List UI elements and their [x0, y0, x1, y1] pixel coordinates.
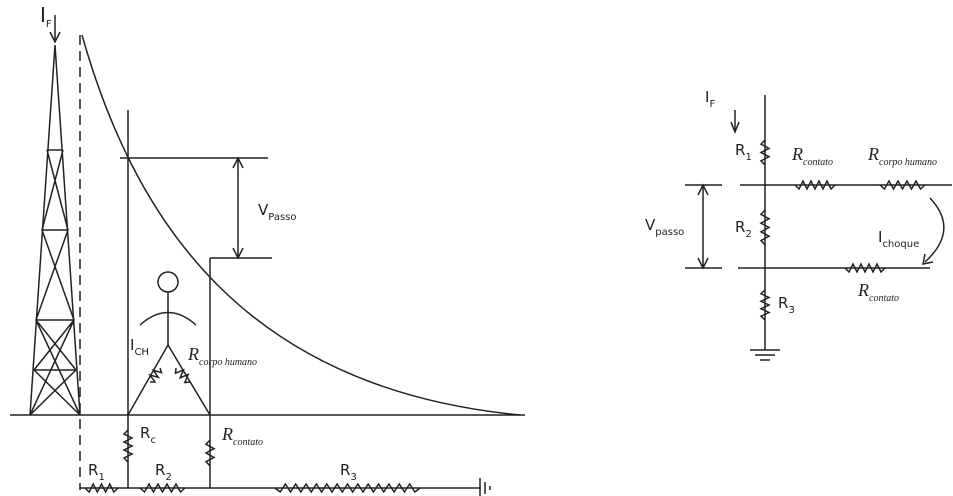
label: R2 [735, 218, 752, 240]
label: IF [705, 88, 715, 110]
label-main: I [130, 336, 134, 354]
label-main: I [878, 228, 882, 246]
label: IF [40, 3, 52, 30]
label-sub: 2 [165, 472, 171, 483]
resistor [204, 439, 216, 467]
label-sub: 1 [98, 472, 104, 483]
label-main: R [140, 424, 150, 442]
resistor [759, 289, 771, 321]
label-main: I [705, 88, 709, 106]
label-sub: 3 [788, 305, 794, 316]
label: ICH [130, 336, 149, 358]
right-wires [738, 95, 952, 350]
label-main: I [40, 3, 46, 27]
resistor [759, 209, 771, 246]
label-main: R [791, 144, 803, 164]
label-sub: c [150, 435, 156, 446]
label-sub: corpo humano [199, 357, 257, 368]
label-sub: passo [655, 227, 684, 238]
label: Rcorpo humano [867, 144, 937, 168]
label: Rcontato [221, 424, 263, 448]
resistor [148, 367, 163, 383]
dimension-arrow [232, 156, 244, 260]
potential-curve [81, 34, 521, 416]
label-main: V [258, 201, 269, 219]
resistor [759, 139, 771, 166]
label: R3 [778, 294, 795, 316]
label-sub: corpo humano [879, 157, 937, 168]
label-sub: CH [134, 347, 149, 358]
guide-lines [120, 110, 272, 415]
label-main: R [340, 461, 350, 479]
label-main: R [221, 424, 233, 444]
label: Ichoque [878, 228, 919, 250]
label-sub: 1 [745, 152, 751, 163]
label: Vpasso [645, 216, 684, 238]
label-main: V [645, 216, 656, 234]
right-arrow [730, 110, 740, 135]
label-main: R [857, 280, 869, 300]
label-sub: Passo [268, 212, 296, 223]
label: R1 [735, 141, 752, 163]
label-main: R [735, 218, 745, 236]
resistor [879, 179, 926, 191]
label-sub: contato [233, 437, 263, 448]
label: Rcorpo humano [187, 344, 257, 368]
label-main: R [187, 344, 199, 364]
arrow [49, 15, 61, 44]
resistor [794, 179, 836, 191]
label: R3 [340, 461, 357, 483]
label-main: R [735, 141, 745, 159]
label-main: R [155, 461, 165, 479]
label-sub: contato [803, 157, 833, 168]
label-main: R [778, 294, 788, 312]
ground-symbol [479, 478, 491, 496]
resistor [174, 367, 191, 384]
label-sub: choque [882, 239, 919, 250]
label: R2 [155, 461, 172, 483]
person [127, 271, 211, 416]
label-sub: F [709, 99, 715, 110]
resistor [844, 262, 886, 274]
resistor [139, 482, 186, 494]
label-sub: F [46, 19, 52, 30]
label-main: R [88, 461, 98, 479]
label: Rcontato [791, 144, 833, 168]
shock-arrow [922, 197, 945, 265]
label-main: R [867, 144, 879, 164]
right-ground [750, 349, 780, 361]
label: Rcontato [857, 280, 899, 304]
label-sub: contato [869, 293, 899, 304]
label-sub: 2 [745, 229, 751, 240]
resistor [122, 429, 134, 463]
label-sub: 3 [350, 472, 356, 483]
label: VPasso [258, 201, 297, 223]
tower [29, 44, 81, 416]
resistor [84, 482, 119, 494]
label: R1 [88, 461, 105, 483]
right-dimension [685, 183, 722, 270]
resistor [274, 482, 421, 494]
label: Rc [140, 424, 156, 446]
